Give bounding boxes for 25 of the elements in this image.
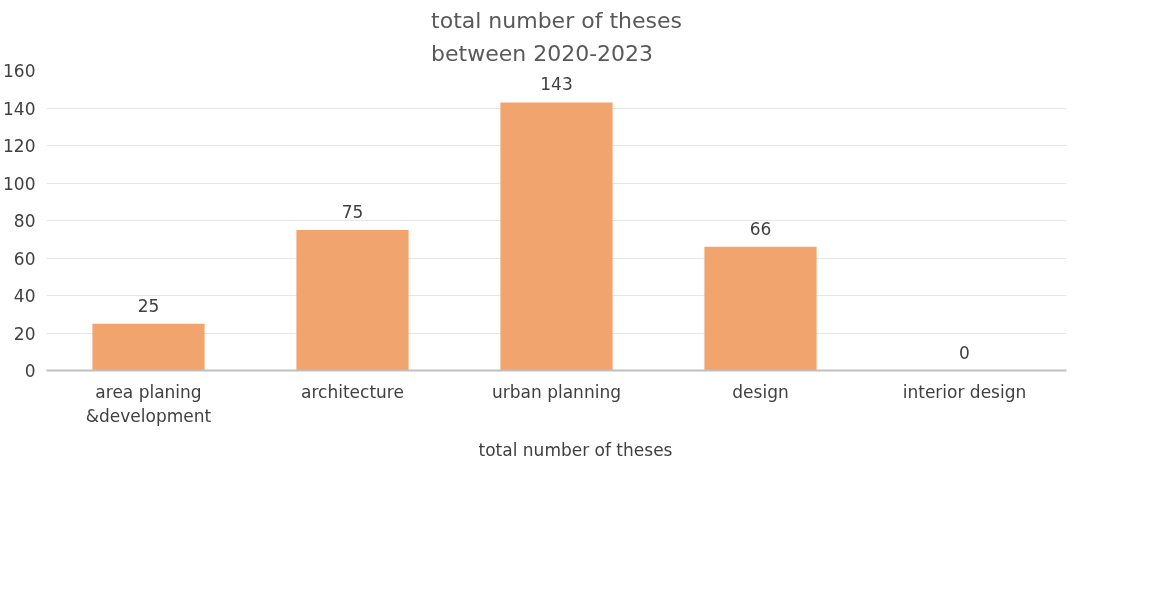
data-label: 0 [959,342,970,363]
chart-title: total number of theses between 2020-2023 [431,8,682,66]
data-label: 143 [540,74,573,95]
y-tick-label: 60 [13,248,36,269]
y-tick-label: 160 [3,61,36,81]
bar [92,323,205,371]
x-tick-label: area planing &development [85,381,212,426]
x-tick-label: urban planning [492,381,621,402]
data-label: 25 [137,295,160,316]
y-tick-label: 0 [24,361,36,381]
y-tick-label: 140 [3,98,36,119]
data-label: 75 [341,201,364,222]
x-tick-label: architecture [301,381,404,402]
x-tick-label: design [732,381,789,402]
y-tick-label: 40 [13,286,36,306]
bar [296,229,409,371]
x-tick-label: interior design [902,381,1027,402]
data-label: 66 [749,218,772,239]
bar [500,102,613,371]
y-tick-label: 80 [13,211,36,231]
bar [704,246,817,371]
text: total number of theses [478,440,673,460]
y-tick-label: 100 [3,173,36,194]
y-tick-label: 20 [13,323,36,344]
y-tick-label: 120 [3,136,36,156]
